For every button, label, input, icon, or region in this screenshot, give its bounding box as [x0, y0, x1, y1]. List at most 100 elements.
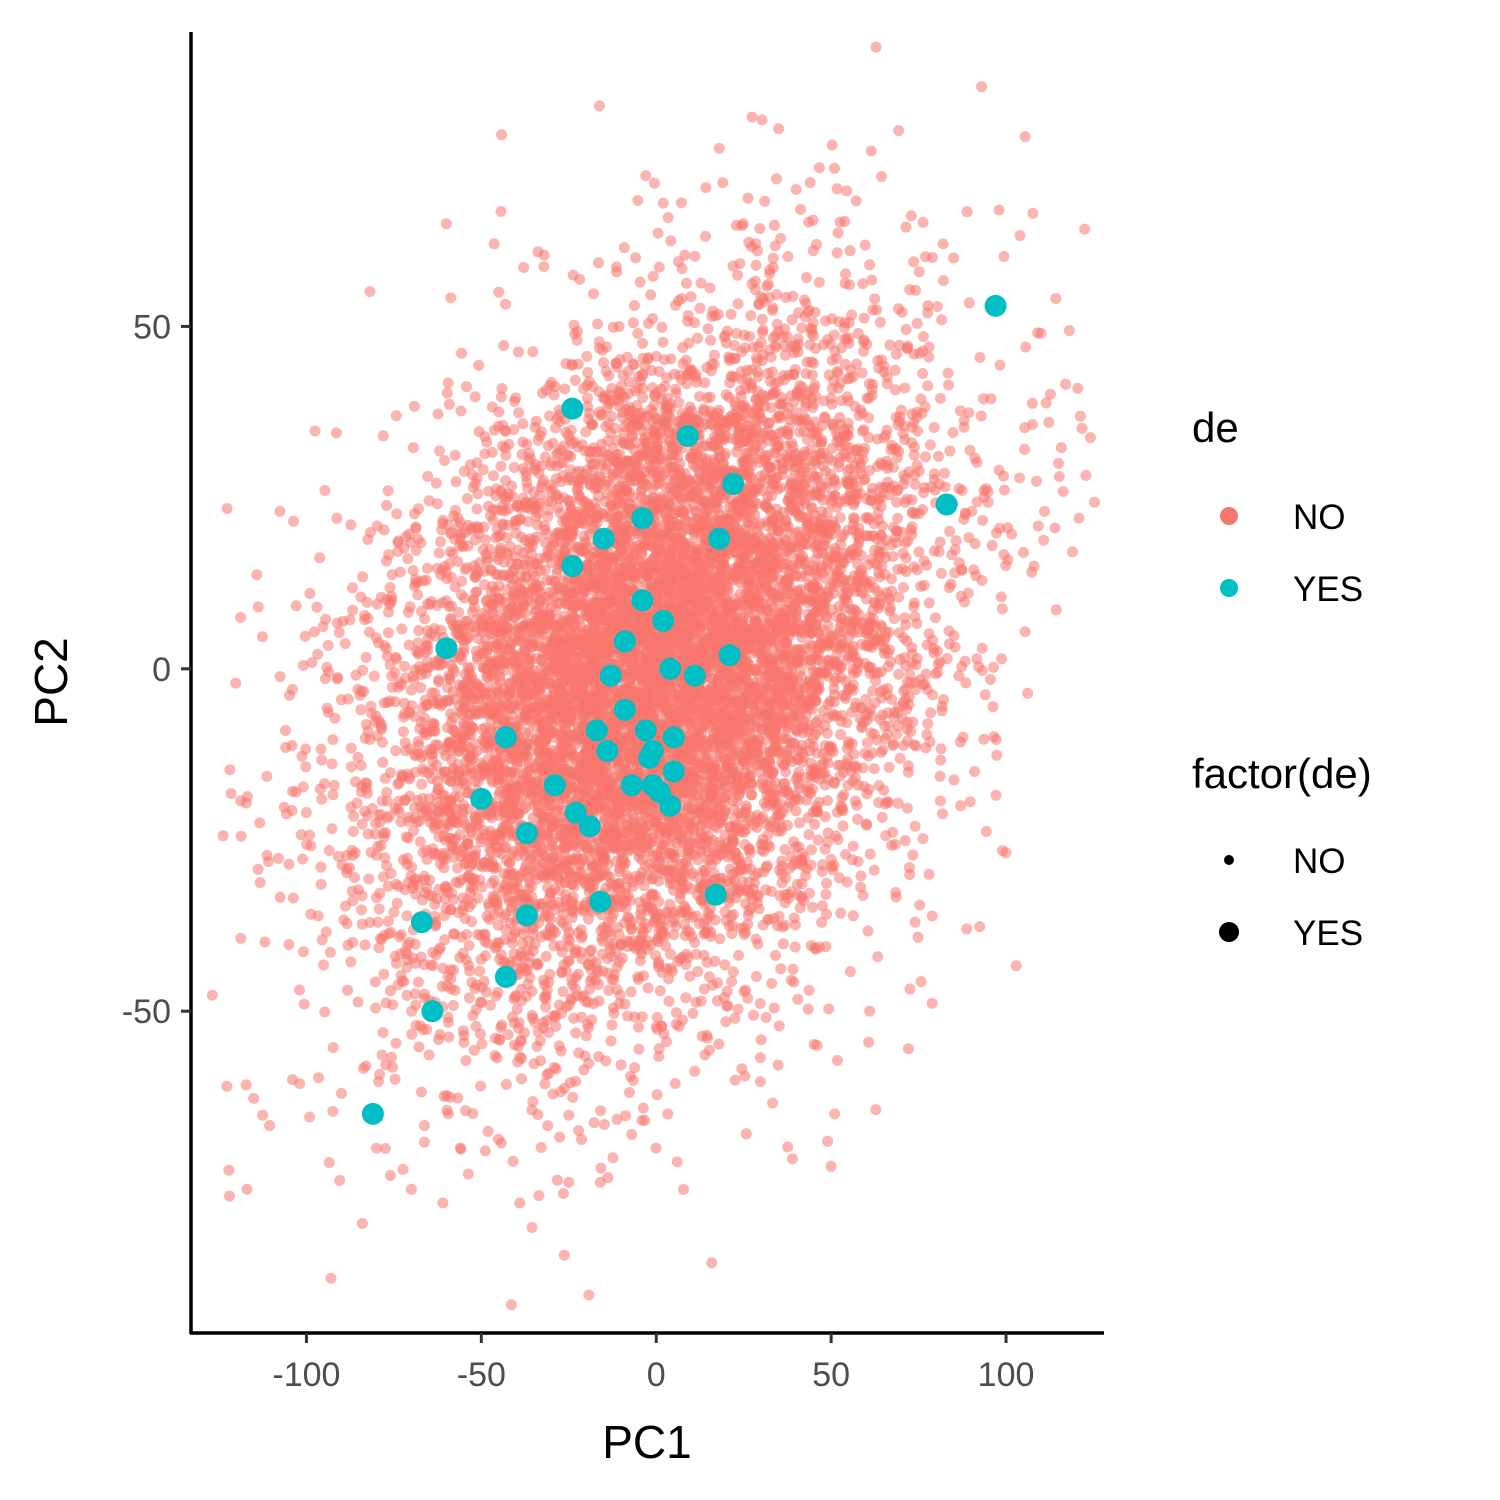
point-no [333, 627, 345, 638]
point-no [866, 389, 878, 401]
point-no [977, 514, 989, 526]
point-no [883, 761, 895, 773]
point-no [583, 1289, 595, 1301]
point-no [822, 836, 834, 848]
point-no [637, 337, 648, 349]
point-no [416, 1086, 427, 1098]
point-no [768, 1002, 780, 1014]
point-no [720, 1016, 732, 1028]
point-no [841, 717, 853, 729]
point-no [654, 985, 666, 997]
point-no [740, 1128, 752, 1140]
point-no [937, 238, 949, 250]
point-no [498, 340, 510, 351]
point-no [974, 352, 986, 363]
point-no [241, 791, 253, 803]
point-no [899, 382, 911, 394]
point-no [954, 405, 966, 417]
point-no [863, 378, 875, 390]
point-no [700, 230, 711, 242]
point-no [931, 301, 943, 313]
point-no [874, 316, 886, 328]
point-no [917, 331, 929, 343]
point-no [629, 1011, 641, 1023]
point-no [1055, 442, 1067, 454]
point-no [891, 496, 903, 508]
point-no [598, 357, 609, 369]
point-no [513, 407, 525, 419]
point-no [695, 277, 707, 289]
point-no [953, 483, 965, 495]
point-no [844, 245, 856, 257]
point-no [832, 227, 844, 239]
point-no [677, 342, 689, 353]
point-no [407, 442, 419, 454]
point-no [669, 1078, 681, 1090]
point-no [653, 1043, 665, 1055]
point-no [542, 511, 554, 523]
point-no [567, 1091, 579, 1103]
point-no [847, 840, 859, 852]
point-no [300, 761, 312, 773]
point-no [826, 139, 838, 151]
point-no [373, 903, 385, 915]
point-no [742, 992, 754, 1004]
point-no [936, 314, 948, 326]
point-no [382, 627, 394, 639]
point-no [224, 764, 236, 776]
point-no [334, 1174, 346, 1186]
point-no [1053, 471, 1065, 483]
point-no [831, 247, 843, 259]
point-no [629, 300, 640, 311]
point-no [569, 374, 581, 386]
point-no [414, 836, 426, 848]
point-no [905, 524, 917, 536]
point-no [248, 1092, 260, 1104]
point-no [756, 313, 768, 325]
point-no [633, 1021, 644, 1033]
point-no [679, 249, 691, 261]
point-no [844, 966, 856, 978]
point-no [752, 366, 764, 378]
point-no [1049, 522, 1061, 534]
point-no [687, 1007, 699, 1019]
point-no [632, 195, 644, 206]
point-no [382, 485, 394, 497]
point-no [1022, 687, 1034, 699]
point-no [426, 773, 438, 784]
point-no [553, 1040, 565, 1052]
point-no [911, 317, 923, 329]
point-no [661, 372, 673, 384]
point-no [904, 983, 916, 995]
point-no [932, 658, 944, 670]
point-no [326, 823, 338, 835]
point-no [801, 794, 813, 806]
point-no [679, 918, 691, 930]
point-no [745, 310, 757, 321]
point-no [297, 853, 309, 865]
point-no [754, 1052, 766, 1064]
point-no [316, 934, 328, 946]
point-no [409, 988, 421, 1000]
point-no [872, 507, 884, 519]
point-no [445, 708, 457, 720]
point-no [703, 1044, 715, 1056]
point-no [386, 1051, 397, 1063]
point-no [378, 524, 390, 536]
point-no [948, 630, 960, 642]
point-no [835, 907, 847, 919]
point-no [857, 278, 869, 290]
point-no [707, 979, 719, 991]
point-no [542, 1120, 554, 1132]
point-no [487, 504, 499, 515]
point-no [327, 1042, 339, 1053]
point-no [821, 908, 832, 920]
point-no [328, 779, 340, 791]
point-no [435, 536, 447, 548]
point-no [900, 552, 912, 564]
point-no [656, 321, 668, 333]
point-no [471, 503, 483, 515]
point-no [729, 1074, 741, 1086]
point-no [423, 1049, 435, 1061]
